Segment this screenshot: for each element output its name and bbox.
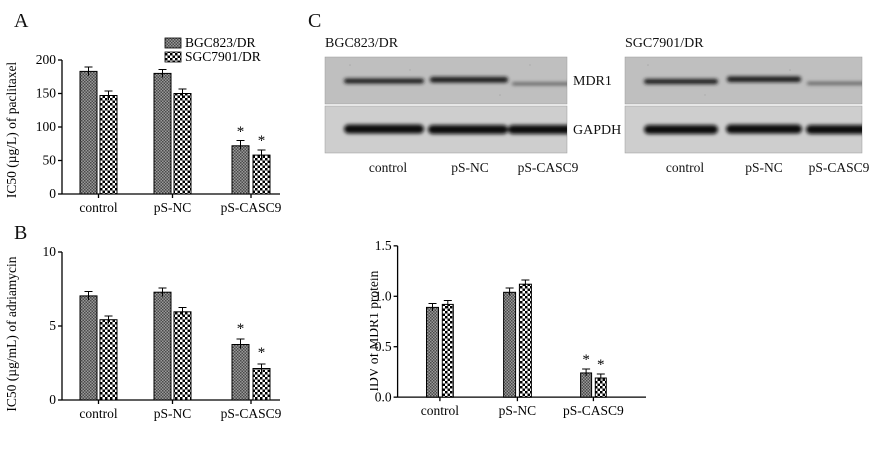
- svg-text:MDR1: MDR1: [573, 74, 612, 89]
- svg-text:pS-NC: pS-NC: [745, 160, 783, 175]
- svg-text:1.5: 1.5: [375, 238, 392, 253]
- svg-text:*: *: [582, 352, 590, 368]
- svg-text:control: control: [666, 160, 704, 175]
- svg-text:GAPDH: GAPDH: [573, 123, 621, 138]
- svg-text:*: *: [597, 357, 605, 373]
- svg-text:pS-CASC9: pS-CASC9: [563, 403, 624, 418]
- svg-text:control: control: [369, 160, 407, 175]
- svg-text:IDV of MDR1 protein: IDV of MDR1 protein: [370, 270, 381, 391]
- svg-text:pS-NC: pS-NC: [451, 160, 489, 175]
- svg-text:control: control: [421, 403, 459, 418]
- svg-text:pS-CASC9: pS-CASC9: [809, 160, 870, 175]
- svg-text:pS-CASC9: pS-CASC9: [518, 160, 579, 175]
- svg-text:pS-NC: pS-NC: [499, 403, 537, 418]
